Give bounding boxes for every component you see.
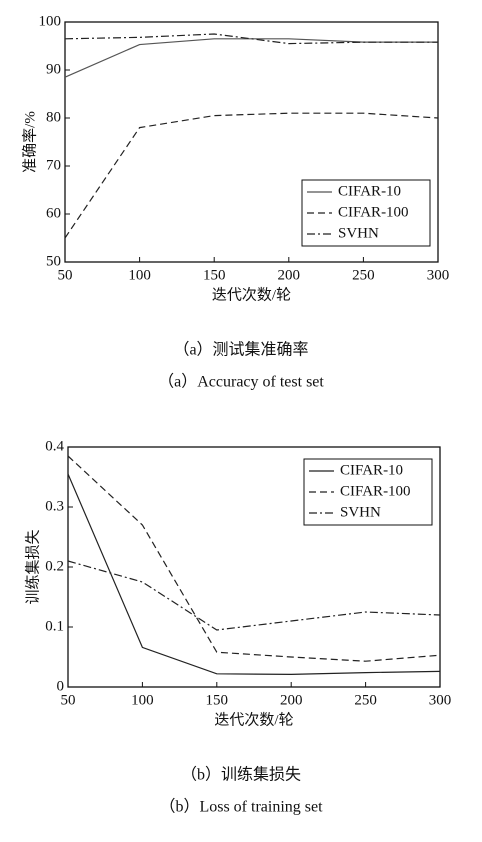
- caption: （b）训练集损失: [181, 766, 301, 784]
- y-axis-label: 准确率/%: [21, 111, 38, 173]
- x-tick-label: 150: [203, 267, 226, 283]
- y-axis-label: 训练集损失: [24, 529, 41, 604]
- y-tick-label: 0: [57, 678, 65, 694]
- data-line: [67, 560, 441, 631]
- data-line: [67, 473, 441, 676]
- data-line: [67, 455, 441, 662]
- x-tick-label: 100: [128, 267, 151, 283]
- legend-label: SVHN: [338, 225, 379, 241]
- y-tick-label: 100: [39, 13, 62, 29]
- legend-label: CIFAR-10: [338, 183, 401, 199]
- y-tick-label: 0.1: [45, 618, 64, 634]
- y-tick-label: 0.4: [45, 438, 64, 454]
- x-tick-label: 300: [429, 692, 452, 708]
- data-line: [64, 112, 439, 239]
- data-line: [64, 38, 438, 78]
- legend-label: CIFAR-100: [338, 204, 409, 220]
- y-tick-label: 80: [46, 109, 61, 125]
- legend-label: CIFAR-100: [340, 483, 411, 499]
- data-line: [64, 33, 438, 45]
- y-tick-label: 0.2: [45, 558, 64, 574]
- y-tick-label: 50: [46, 253, 61, 269]
- x-axis-label: 迭代次数/轮: [212, 286, 291, 303]
- y-tick-label: 70: [46, 157, 61, 173]
- caption: （a）Accuracy of test set: [158, 373, 324, 391]
- x-tick-label: 200: [280, 692, 303, 708]
- x-tick-label: 50: [61, 692, 76, 708]
- plot-frame: [64, 21, 439, 263]
- caption: （b）Loss of training set: [159, 798, 323, 816]
- x-tick-label: 100: [131, 692, 154, 708]
- y-tick-label: 0.3: [45, 498, 64, 514]
- legend-label: CIFAR-10: [340, 462, 403, 478]
- x-tick-label: 250: [352, 267, 375, 283]
- y-tick-label: 90: [46, 61, 61, 77]
- x-tick-label: 300: [427, 267, 450, 283]
- x-tick-label: 200: [278, 267, 301, 283]
- x-tick-label: 250: [354, 692, 377, 708]
- x-tick-label: 150: [206, 692, 229, 708]
- x-tick-label: 50: [58, 267, 73, 283]
- x-axis-label: 迭代次数/轮: [214, 711, 293, 728]
- caption: （a）测试集准确率: [173, 341, 308, 359]
- y-tick-label: 60: [46, 205, 61, 221]
- legend-label: SVHN: [340, 504, 381, 520]
- legend-box: [303, 458, 433, 526]
